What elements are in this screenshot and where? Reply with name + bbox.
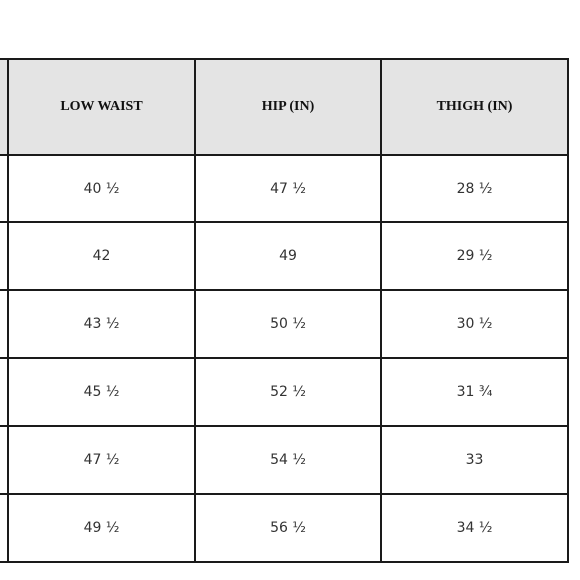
row-border (0, 221, 569, 223)
table-cell: 47 ½ (270, 180, 306, 197)
column-border (7, 58, 9, 563)
table-cell: 42 (92, 248, 111, 264)
table-cell: 40 ½ (83, 180, 120, 197)
table-cell: 31 ¾ (456, 384, 493, 400)
table-cell: 34 ½ (456, 520, 493, 536)
table-cell: 29 ½ (456, 248, 493, 264)
table-cell: 28 ½ (456, 180, 493, 197)
table-cell: 54 ½ (270, 452, 306, 468)
table-cell: 33 (465, 452, 484, 468)
table-cell: 30 ½ (456, 316, 493, 332)
header-cell: HIP (IN) (195, 59, 381, 155)
table-cell: 45 ½ (83, 384, 120, 400)
row-border (0, 561, 569, 563)
column-border (194, 58, 196, 563)
table-cell: 56 ½ (270, 520, 306, 536)
row-border (0, 425, 569, 427)
row-border (0, 289, 569, 291)
row-border (0, 357, 569, 359)
table-cell: 50 ½ (270, 316, 306, 332)
row-border (0, 493, 569, 495)
header-cell-partial (0, 59, 8, 155)
table-cell: 43 ½ (83, 316, 120, 332)
table-cell: 49 (279, 248, 297, 264)
column-border (380, 58, 382, 563)
row-border (0, 58, 569, 60)
header-cell: THIGH (IN) (381, 59, 568, 155)
row-border (0, 154, 569, 156)
column-border (567, 58, 569, 563)
table-cell: 52 ½ (270, 384, 306, 400)
header-cell: LOW WAIST (8, 59, 195, 155)
table-cell: 49 ½ (83, 520, 120, 536)
table-cell: 47 ½ (83, 452, 120, 468)
